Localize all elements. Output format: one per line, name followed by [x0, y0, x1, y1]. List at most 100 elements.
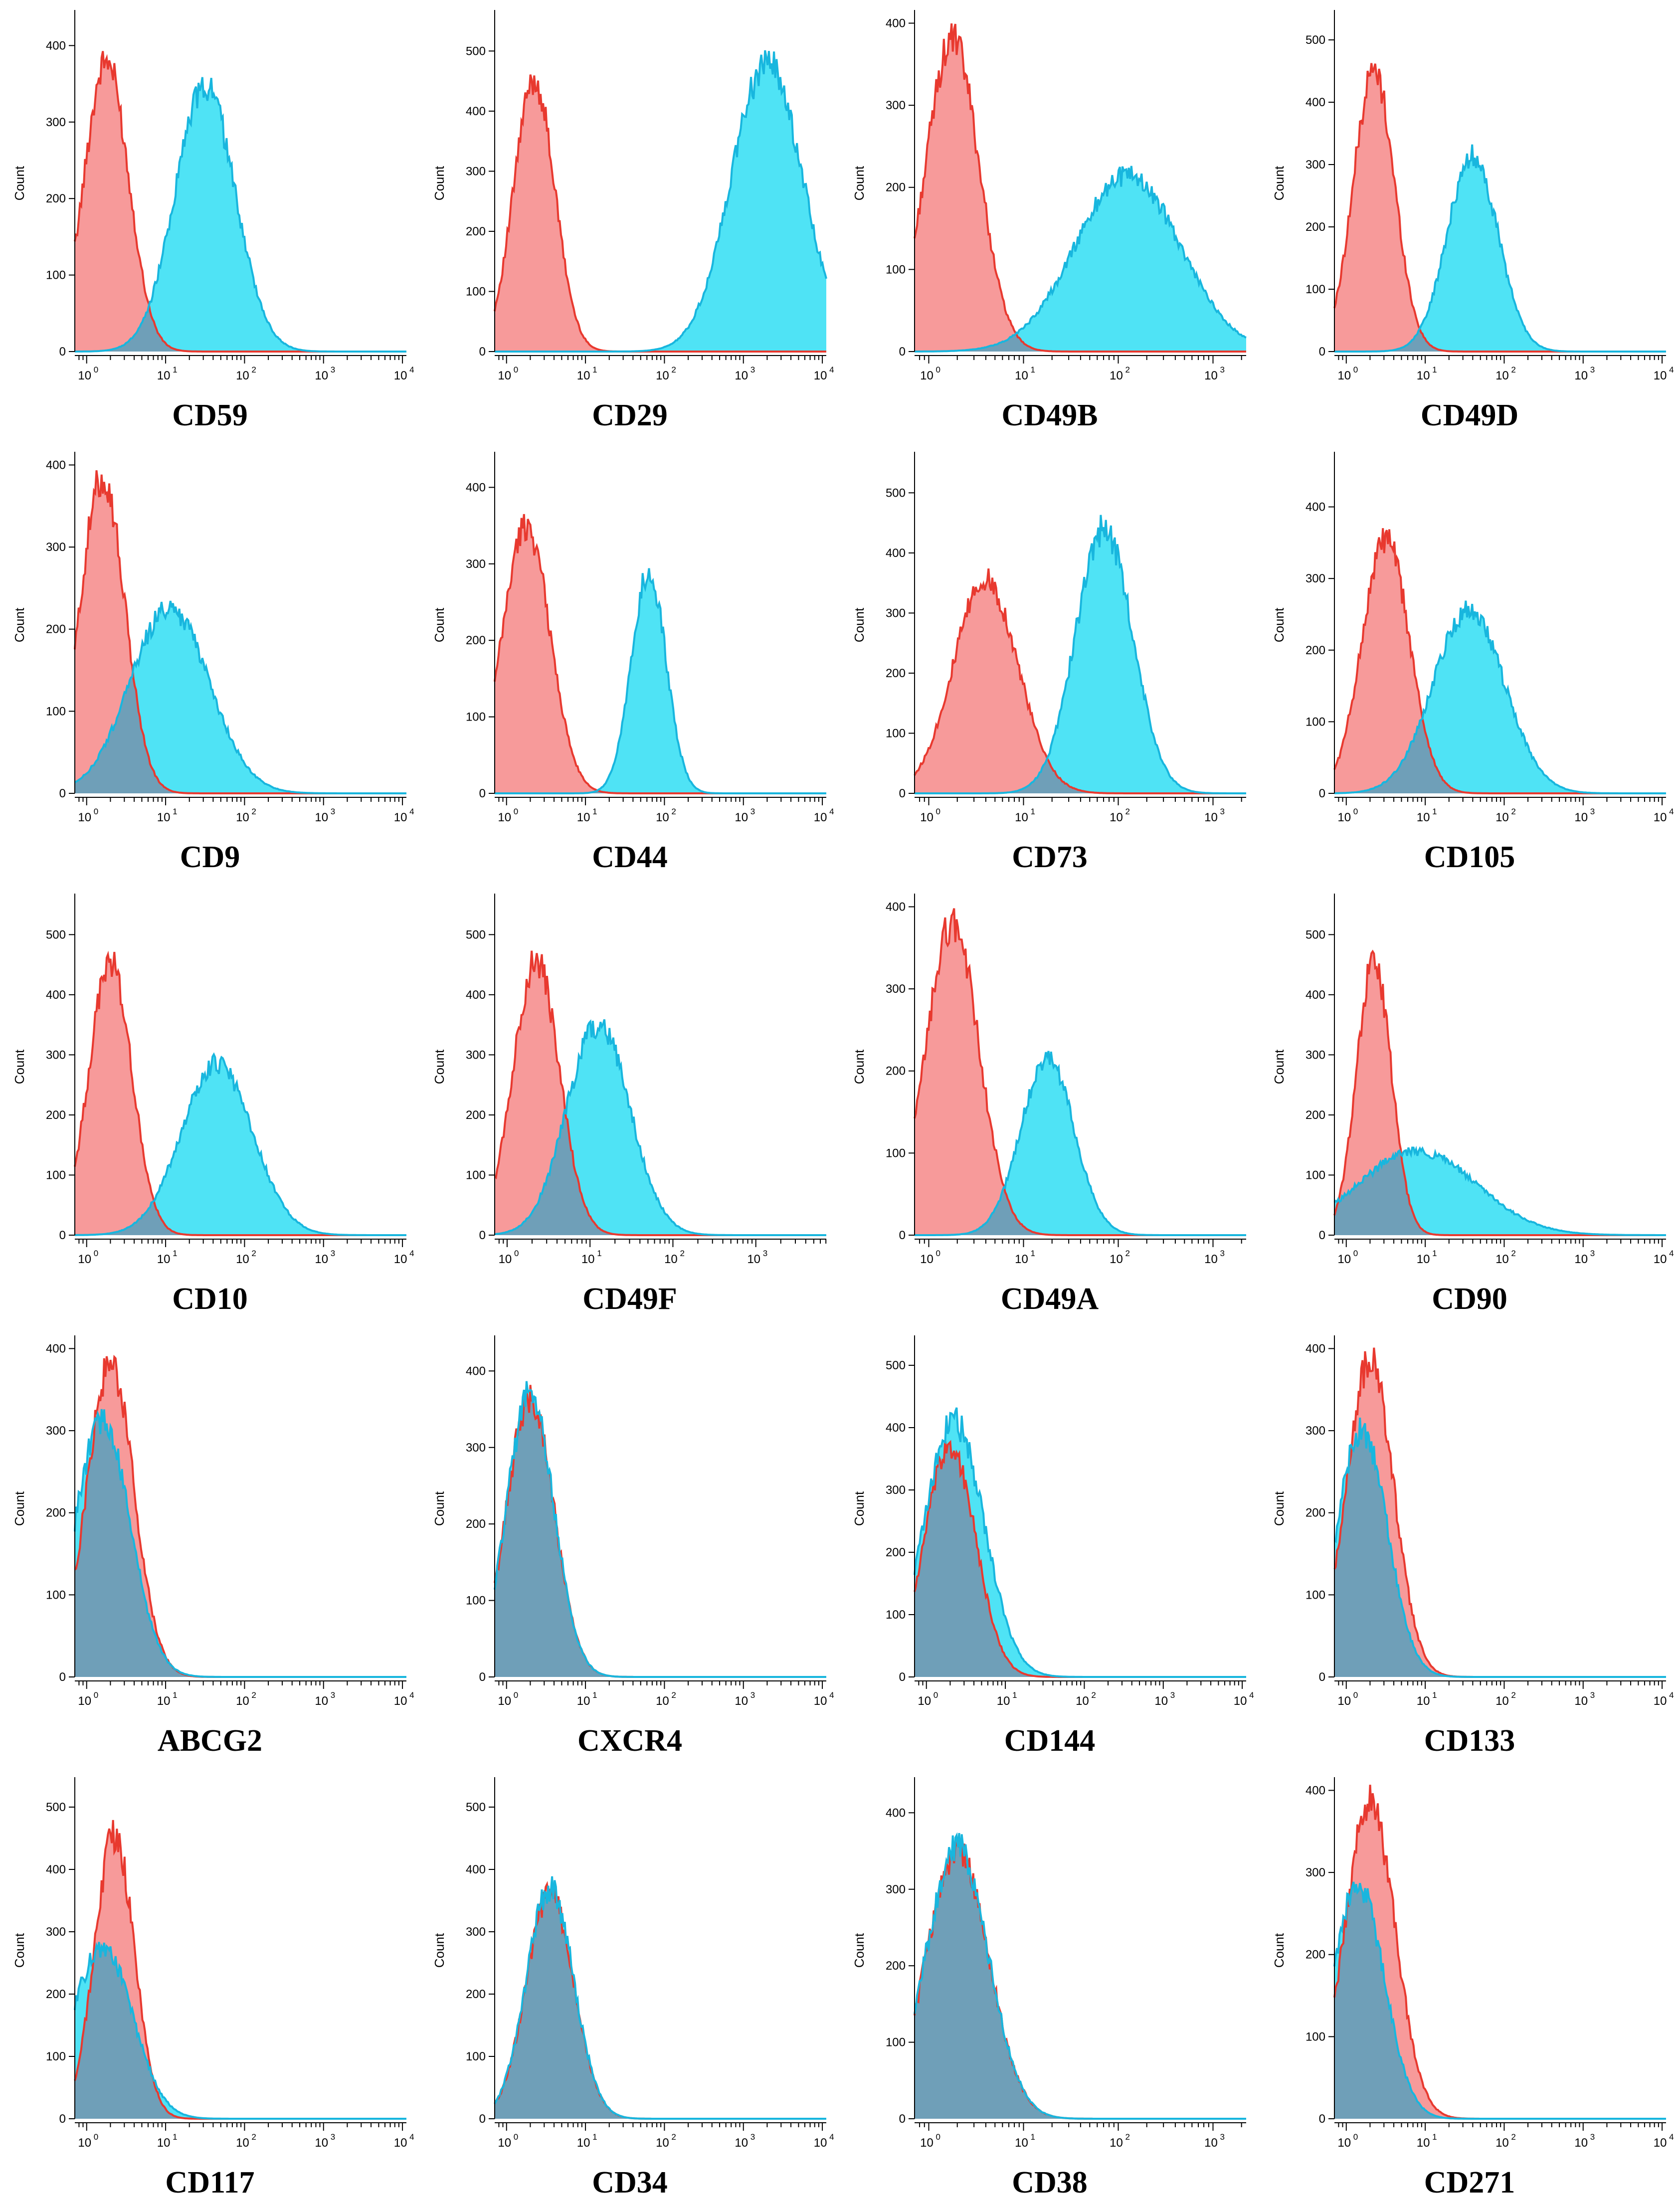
x-tick-exponent: 1	[1432, 807, 1437, 816]
histogram-panel-cd9: 0 100 200 300 400 Count 10 0 10 1 10 2 10 3 10 4 CD9	[0, 442, 420, 884]
marker-area	[495, 568, 826, 793]
y-tick-label: 300	[886, 1883, 906, 1896]
marker-area	[1334, 144, 1666, 352]
y-tick-label: 200	[1306, 220, 1325, 234]
x-tick-exponent: 1	[592, 2132, 597, 2142]
histogram-panel-cd38: 0 100 200 300 400 Count 10 0 10 1 10 2 10 3 CD38	[840, 1767, 1260, 2209]
histogram-panel-cd105: 0 100 200 300 400 Count 10 0 10 1 10 2 10 3 10 4 CD105	[1260, 442, 1680, 884]
histogram-panel-cd29: 0 100 200 300 400 500 Count 10 0 10 1 10 2 10 3 10 4 CD29	[420, 0, 840, 442]
x-tick-exponent: 1	[592, 807, 597, 816]
x-tick-exponent: 3	[750, 2132, 755, 2142]
overlap-area	[915, 334, 1246, 352]
x-tick-exponent: 2	[251, 1249, 256, 1258]
marker-area	[1334, 1147, 1666, 1235]
x-tick-label: 10	[394, 369, 407, 382]
x-tick-exponent: 0	[514, 2132, 518, 2142]
marker-line	[1334, 144, 1666, 353]
x-tick-exponent: 3	[1220, 2132, 1225, 2142]
x-tick-label: 10	[1015, 2136, 1028, 2150]
y-tick-label: 0	[479, 345, 486, 359]
x-tick-label: 10	[236, 369, 249, 382]
marker-line	[915, 1051, 1246, 1236]
y-tick-label: 500	[46, 1801, 66, 1814]
marker-label: CD271	[1424, 2166, 1515, 2200]
x-tick-exponent: 2	[1511, 1690, 1515, 1700]
y-axis-label: Count	[852, 1491, 867, 1526]
x-tick-label: 10	[656, 369, 669, 382]
y-tick-label: 100	[1306, 715, 1325, 729]
x-tick-label: 10	[78, 1253, 91, 1266]
x-tick-exponent: 4	[409, 1690, 414, 1700]
y-tick-label: 300	[466, 557, 486, 571]
x-tick-exponent: 2	[671, 1690, 676, 1700]
x-tick-label: 10	[394, 2136, 407, 2150]
y-tick-label: 100	[886, 263, 906, 276]
x-tick-exponent: 1	[1031, 807, 1035, 816]
x-tick-label: 10	[814, 1694, 827, 1708]
x-tick-label: 10	[656, 811, 669, 824]
y-tick-label: 500	[466, 1801, 486, 1814]
x-tick-exponent: 0	[94, 1249, 98, 1258]
x-tick-label: 10	[1417, 1694, 1430, 1708]
x-tick-label: 10	[735, 811, 748, 824]
x-tick-exponent: 3	[1590, 2132, 1595, 2142]
x-tick-exponent: 2	[1511, 1249, 1515, 1258]
x-tick-exponent: 1	[1031, 2132, 1035, 2142]
marker-line	[74, 77, 406, 353]
overlap-area	[495, 1109, 826, 1235]
x-tick-label: 10	[1574, 369, 1588, 382]
x-tick-exponent: 3	[1170, 1690, 1175, 1700]
histogram-panel-cd49b: 0 100 200 300 400 Count 10 0 10 1 10 2 10 3 CD49B	[840, 0, 1260, 442]
overlap-area	[1334, 1882, 1666, 2119]
x-tick-label: 10	[664, 1253, 678, 1266]
y-tick-label: 100	[1306, 1588, 1325, 1602]
y-tick-label: 400	[466, 105, 486, 118]
x-tick-exponent: 0	[94, 807, 98, 816]
x-tick-label: 10	[499, 1253, 512, 1266]
x-tick-exponent: 0	[936, 1249, 940, 1258]
histogram-panel-cd59: 0 100 200 300 400 Count 10 0 10 1 10 2 10 3 10 4 CD59	[0, 0, 420, 442]
marker-line	[74, 1409, 406, 1678]
x-tick-label: 10	[498, 811, 511, 824]
y-axis-label: Count	[852, 607, 867, 642]
y-tick-label: 300	[46, 116, 66, 129]
histogram-panel-cd117: 0 100 200 300 400 500 Count 10 0 10 1 10 2 10 3 10 4 CD11…	[0, 1767, 420, 2209]
marker-area	[75, 1054, 406, 1235]
y-tick-label: 300	[46, 1424, 66, 1438]
marker-line	[495, 50, 827, 353]
y-tick-label: 300	[46, 1925, 66, 1939]
marker-line	[495, 568, 826, 794]
x-tick-exponent: 3	[331, 807, 335, 816]
isotype-area	[75, 51, 406, 352]
y-tick-label: 300	[466, 165, 486, 178]
x-tick-label: 10	[1337, 1253, 1351, 1266]
x-tick-exponent: 1	[1012, 1690, 1017, 1700]
x-tick-label: 10	[735, 1694, 748, 1708]
x-tick-label: 10	[157, 811, 171, 824]
overlap-area	[75, 1201, 406, 1235]
y-tick-label: 100	[886, 2036, 906, 2049]
y-axis-label: Count	[432, 1049, 447, 1084]
y-tick-label: 300	[886, 99, 906, 112]
y-tick-label: 0	[899, 787, 906, 800]
x-tick-exponent: 1	[173, 1690, 177, 1700]
y-tick-label: 400	[466, 988, 486, 1002]
x-tick-exponent: 1	[173, 2132, 177, 2142]
histogram-panel-cd271: 0 100 200 300 400 Count 10 0 10 1 10 2 10 3 10 4 CD271	[1260, 1767, 1680, 2209]
y-tick-label: 400	[886, 1806, 906, 1820]
x-tick-label: 10	[1337, 811, 1351, 824]
x-tick-label: 10	[1574, 811, 1588, 824]
marker-line	[914, 1407, 1246, 1678]
isotype-area	[1334, 63, 1666, 352]
histogram-panel-cd90: 0 100 200 300 400 500 Count 10 0 10 1 10 2 10 3 10 4 CD90	[1260, 884, 1680, 1325]
x-tick-label: 10	[1417, 1253, 1430, 1266]
marker-label: CD49B	[1001, 398, 1098, 432]
y-tick-label: 400	[46, 1863, 66, 1876]
y-tick-label: 300	[1306, 572, 1325, 585]
x-tick-label: 10	[1337, 2136, 1351, 2150]
